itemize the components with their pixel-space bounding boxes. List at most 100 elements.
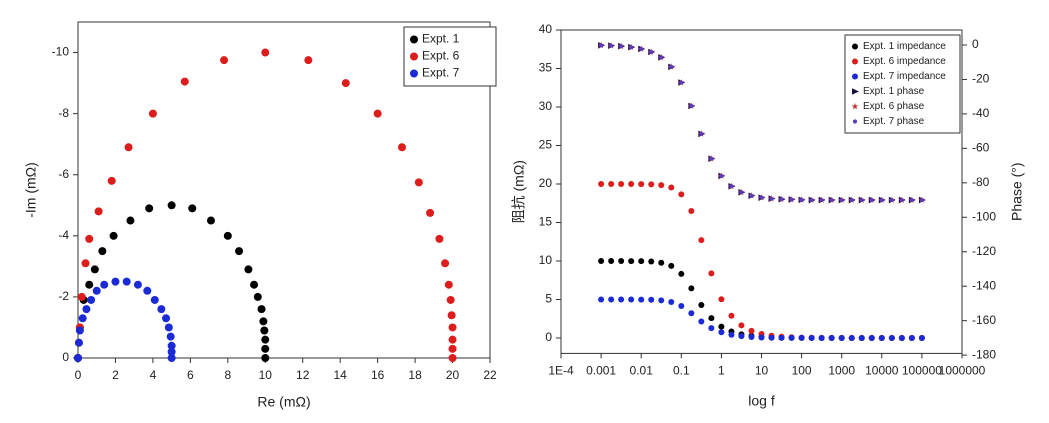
marker	[668, 298, 675, 305]
marker	[899, 197, 904, 203]
x-tick-label: 100	[792, 364, 812, 378]
y-tick-label: 5	[545, 292, 552, 306]
marker	[74, 354, 82, 362]
marker	[769, 196, 774, 201]
marker	[608, 258, 615, 264]
y-tick-label: 20	[539, 176, 553, 190]
y2-tick-label: -180	[972, 347, 996, 361]
x-tick-label: 10	[259, 368, 273, 382]
y-tick-label: 35	[539, 61, 553, 75]
marker	[448, 354, 457, 362]
x-tick-label: 10	[755, 364, 769, 378]
marker	[260, 326, 269, 335]
marker	[618, 258, 625, 264]
x-axis-label: Re (mΩ)	[257, 394, 310, 410]
y-tick-label: 40	[539, 22, 553, 36]
marker	[157, 305, 166, 314]
marker	[397, 143, 406, 152]
marker	[164, 323, 173, 332]
legend-label: Expt. 1 impedance	[863, 41, 946, 52]
marker	[250, 280, 259, 289]
marker	[759, 195, 764, 200]
marker	[698, 302, 705, 309]
marker	[738, 322, 745, 329]
marker	[669, 64, 674, 69]
marker	[188, 204, 197, 213]
marker	[879, 197, 884, 203]
marker	[699, 131, 704, 136]
x-tick-label: 0	[75, 368, 82, 382]
marker	[708, 270, 715, 277]
marker	[828, 335, 835, 341]
marker	[235, 247, 244, 256]
marker	[85, 280, 94, 289]
marker	[718, 329, 725, 336]
marker	[426, 208, 435, 217]
marker	[839, 197, 844, 203]
legend-label: Expt. 1	[422, 32, 460, 46]
marker	[82, 305, 91, 314]
marker	[838, 335, 845, 341]
y-tick-label: -8	[58, 106, 69, 120]
marker	[618, 181, 625, 187]
marker	[628, 181, 635, 187]
marker	[688, 285, 695, 292]
marker	[878, 335, 885, 341]
y2-tick-label: -40	[972, 106, 990, 120]
marker	[808, 335, 815, 341]
marker	[435, 234, 444, 243]
marker	[261, 354, 270, 362]
y-axis-label: 阻抗 (mΩ)	[511, 160, 527, 223]
marker	[728, 312, 735, 319]
marker	[599, 43, 604, 48]
marker	[708, 315, 715, 322]
legend-label: Expt. 6	[422, 49, 460, 63]
x-tick-label: 18	[408, 368, 422, 382]
marker	[143, 286, 152, 295]
marker	[598, 258, 605, 264]
marker	[304, 56, 313, 65]
marker	[688, 207, 695, 214]
marker	[648, 258, 655, 265]
y2-tick-label: -160	[972, 313, 996, 327]
marker	[124, 143, 133, 152]
marker	[90, 265, 99, 274]
marker	[638, 296, 645, 303]
marker	[410, 69, 418, 78]
marker	[758, 334, 765, 341]
marker	[81, 259, 90, 268]
marker	[658, 297, 665, 304]
marker	[898, 335, 905, 341]
marker	[619, 44, 624, 49]
marker	[145, 204, 154, 213]
marker	[908, 335, 915, 341]
y-tick-label: 0	[545, 330, 552, 344]
y2-tick-label: -140	[972, 278, 996, 292]
y-tick-label: 30	[539, 99, 553, 113]
marker	[748, 333, 755, 340]
marker	[618, 296, 625, 303]
y2-tick-label: -60	[972, 141, 990, 155]
marker	[261, 335, 270, 344]
marker	[447, 311, 456, 320]
marker	[628, 296, 635, 303]
legend: Expt. 1 Expt. 6 Expt. 7	[403, 26, 497, 87]
marker	[373, 109, 382, 118]
x-tick-label: 1E-4	[548, 364, 574, 378]
marker	[678, 302, 685, 309]
x-tick-label: 16	[371, 368, 385, 382]
marker	[738, 333, 745, 340]
marker	[789, 197, 794, 202]
marker	[92, 286, 101, 295]
marker	[799, 197, 804, 202]
x-tick-label: 0.1	[673, 364, 690, 378]
x-tick-label: 1000000	[939, 364, 986, 378]
legend-label: Expt. 6 phase	[863, 101, 925, 112]
marker	[668, 184, 675, 191]
x-tick-label: 1000	[828, 364, 855, 378]
marker	[888, 335, 895, 341]
marker	[709, 156, 714, 161]
marker	[167, 201, 176, 210]
marker	[859, 197, 864, 203]
legend-label: Expt. 7 phase	[863, 116, 925, 127]
